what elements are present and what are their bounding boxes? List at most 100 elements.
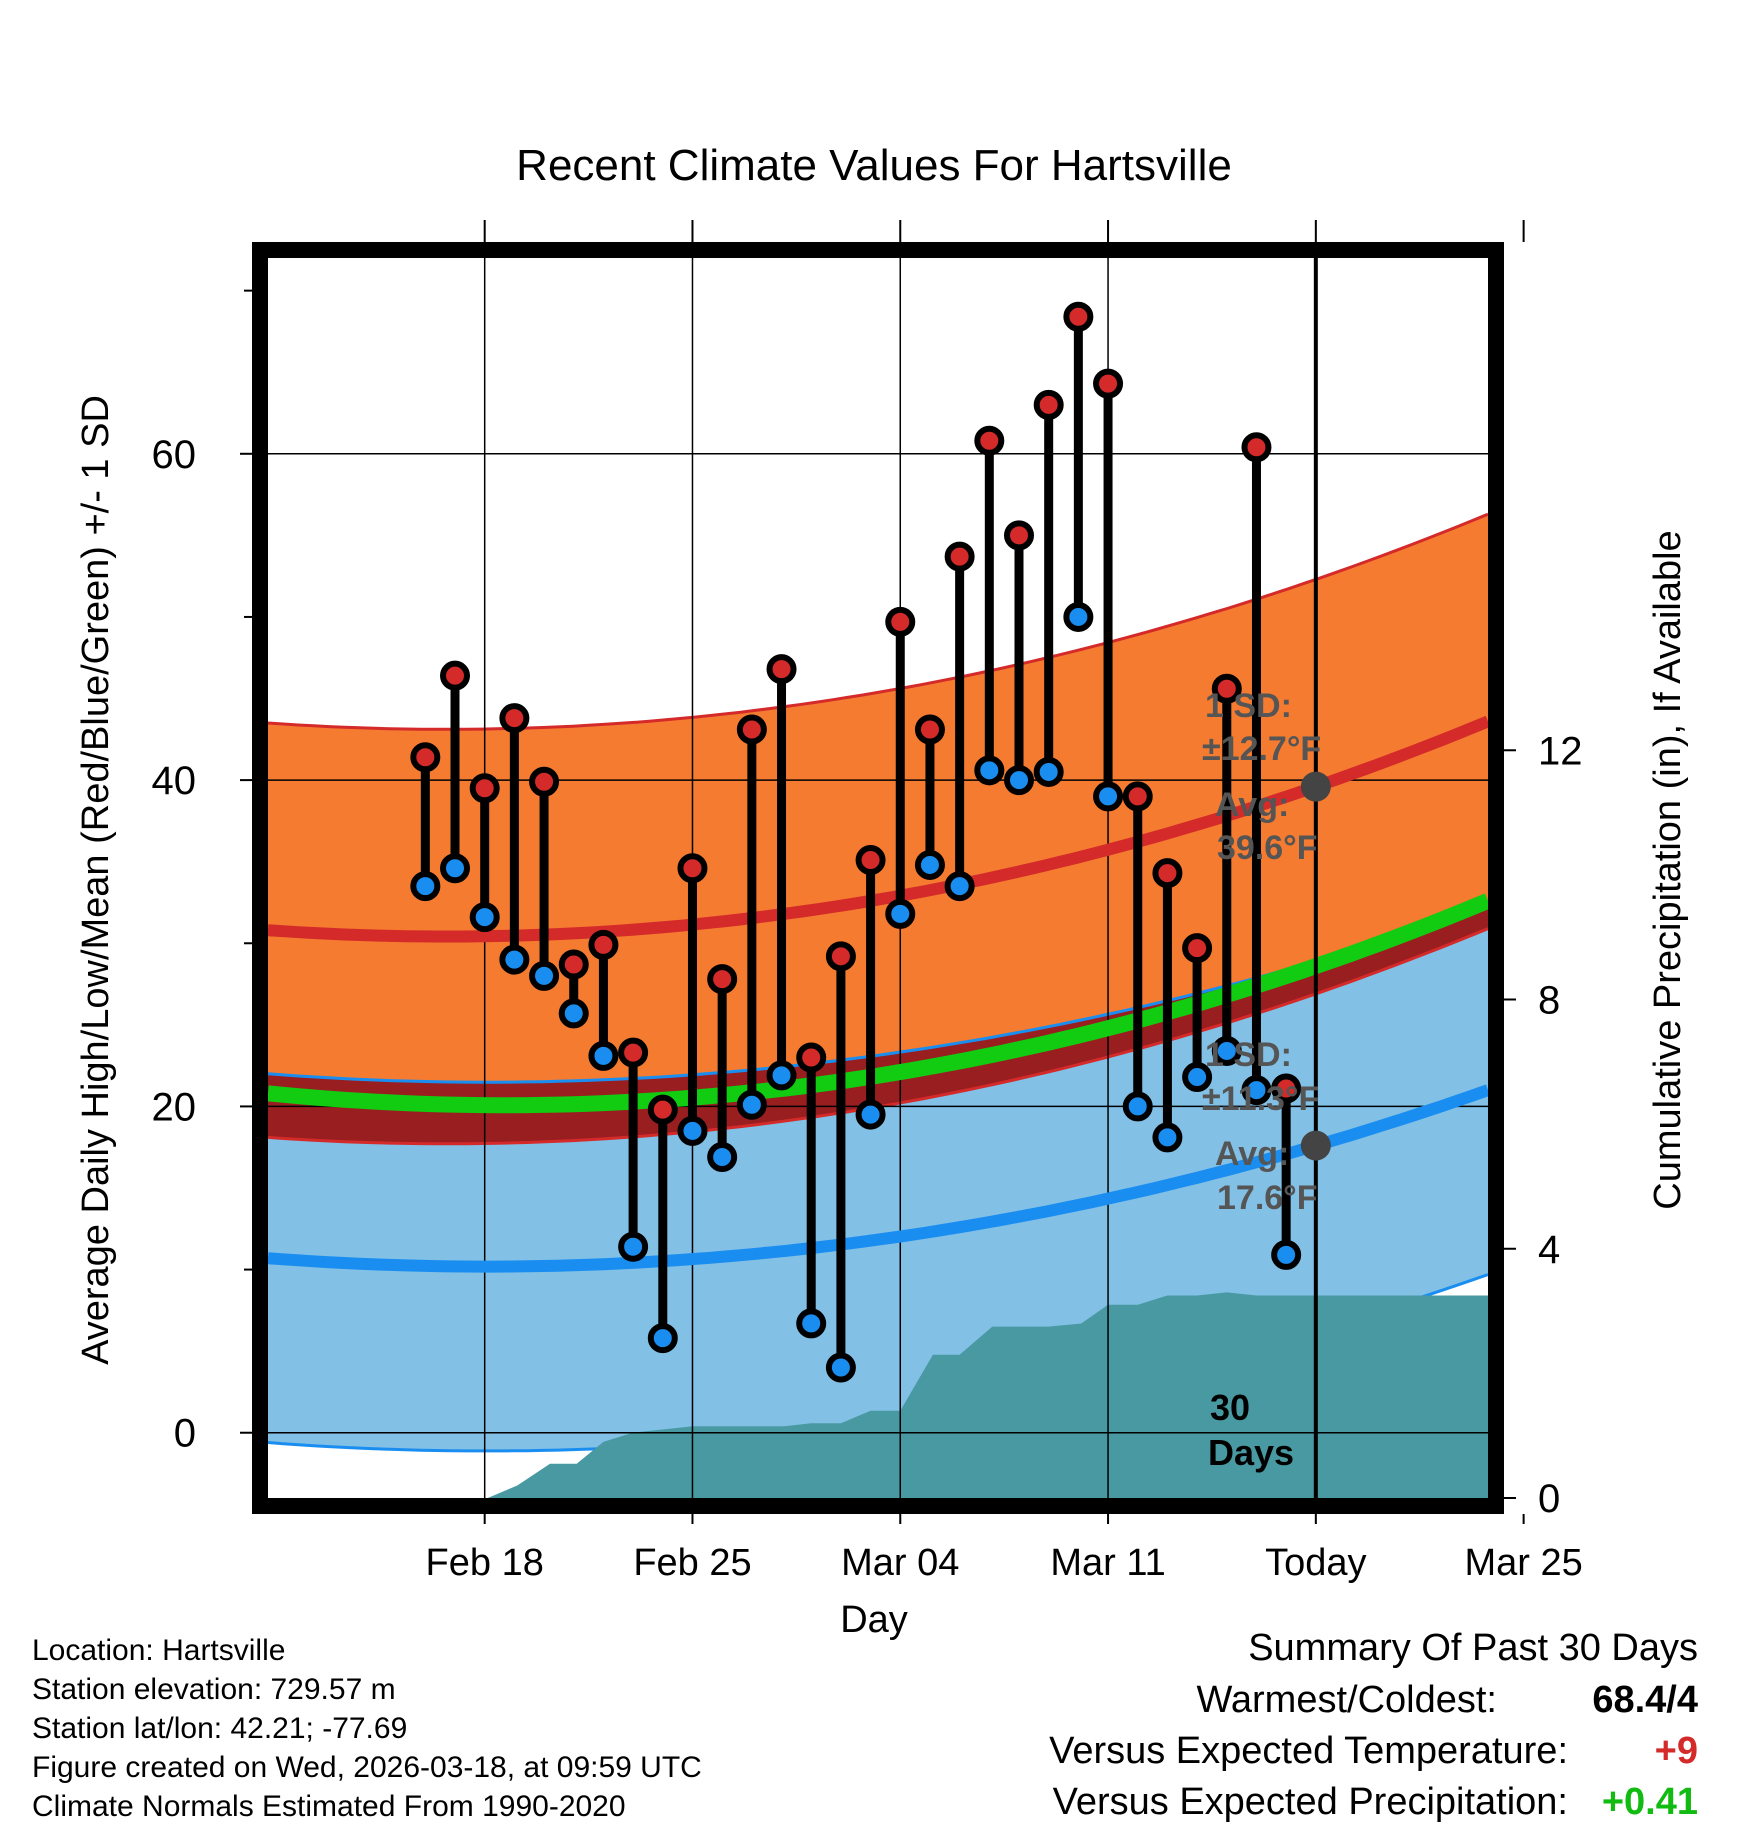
obs-low-dot <box>529 960 560 991</box>
obs-high-dot <box>855 845 886 876</box>
x-axis-label: Day <box>840 1599 908 1641</box>
x-tick-label: Mar 25 <box>1464 1542 1582 1584</box>
obs-high-dot <box>914 714 945 745</box>
obs-low-dot <box>766 1060 797 1091</box>
obs-low-dot <box>707 1142 738 1172</box>
high-sd-value: ±12.7°F <box>1202 730 1321 768</box>
obs-high-dot <box>1122 781 1153 812</box>
y2-tick-label: 12 <box>1538 729 1583 773</box>
obs-high-dot <box>410 742 441 773</box>
obs-low-dot <box>974 755 1005 786</box>
obs-high-dot <box>885 606 916 637</box>
obs-high-dot <box>974 425 1005 456</box>
y-axis-label: Average Daily High/Low/Mean (Red/Blue/Gr… <box>75 395 117 1365</box>
obs-low-dot <box>588 1040 619 1071</box>
obs-low-dot <box>825 1352 856 1383</box>
x-tick-label: Feb 25 <box>633 1542 751 1584</box>
obs-low-dot <box>647 1323 678 1354</box>
x-tick-label: Mar 04 <box>841 1542 959 1584</box>
obs-low-dot <box>558 998 589 1029</box>
high-normal-line <box>268 715 1488 943</box>
high-avg-label: Avg: <box>1215 786 1289 824</box>
y-tick-label: 40 <box>152 759 197 803</box>
obs-high-dot <box>588 929 619 960</box>
footer-normals: Climate Normals Estimated From 1990-2020 <box>32 1790 626 1823</box>
obs-low-dot <box>1093 781 1124 812</box>
obs-low-dot <box>1033 756 1064 787</box>
obs-high-dot <box>766 654 797 685</box>
obs-high-dot <box>1241 432 1272 463</box>
obs-high-dot <box>1182 933 1213 964</box>
footer-location: Location: Hartsville <box>32 1634 285 1667</box>
obs-low-dot <box>1122 1091 1153 1122</box>
obs-low-dot <box>499 944 530 975</box>
obs-low-dot <box>944 871 975 902</box>
low-sd-label: 1 SD: <box>1205 1036 1292 1074</box>
obs-low-dot <box>1063 601 1094 632</box>
chart-title: Recent Climate Values For Hartsville <box>516 141 1232 190</box>
obs-high-dot <box>1033 389 1064 420</box>
x-axis: Feb 18 Feb 25 Mar 04 Mar 11 Today Mar 25 <box>426 220 1583 1584</box>
low-avg-label: Avg: <box>1215 1135 1289 1173</box>
obs-high-dot <box>529 766 560 797</box>
obs-low-dot <box>796 1308 827 1339</box>
summary-precip-label: Versus Expected Precipitation: <box>1053 1781 1568 1823</box>
today-low-avg-dot <box>1300 1130 1331 1161</box>
high-avg-value: 39.6°F <box>1217 829 1318 867</box>
high-annotation: 1 SD: ±12.7°F Avg: 39.6°F <box>1202 687 1321 867</box>
today-avg-markers <box>1300 771 1331 1161</box>
obs-low-dot <box>1182 1062 1213 1093</box>
x-tick-label: Today <box>1265 1542 1366 1584</box>
high-sd-upper-edge <box>268 512 1488 731</box>
obs-high-dot <box>677 853 708 884</box>
obs-high-dot <box>440 660 471 691</box>
mean-normal-line <box>268 893 1488 1114</box>
obs-high-dot <box>1271 1073 1302 1104</box>
precipitation-area <box>487 1292 1488 1498</box>
obs-low-dot <box>1152 1122 1183 1153</box>
obs-high-dot <box>1211 673 1242 704</box>
obs-low-dot <box>469 902 500 933</box>
station-info: Location: Hartsville Station elevation: … <box>32 1634 702 1823</box>
daily-observations <box>410 301 1302 1383</box>
obs-low-dot <box>1241 1075 1272 1106</box>
y-tick-label: 0 <box>174 1412 196 1456</box>
summary-title: Summary Of Past 30 Days <box>1248 1627 1698 1669</box>
y2-axis-label: Cumulative Precipitation (in), If Availa… <box>1647 530 1689 1209</box>
obs-high-dot <box>1003 520 1034 551</box>
y2-tick-label: 0 <box>1538 1477 1560 1521</box>
obs-low-dot <box>677 1115 708 1146</box>
days-count-label: 30 <box>1210 1387 1250 1428</box>
obs-low-dot <box>410 871 441 902</box>
x-tick-label: Feb 18 <box>426 1542 544 1584</box>
days-word-label: Days <box>1208 1432 1294 1473</box>
footer-created: Figure created on Wed, 2026-03-18, at 09… <box>32 1751 702 1784</box>
obs-high-dot <box>469 773 500 804</box>
low-sd-value: ±11.3°F <box>1202 1080 1319 1118</box>
summary-warm-cold-value: 68.4/4 <box>1592 1679 1698 1721</box>
high-sd-label: 1 SD: <box>1205 687 1292 725</box>
obs-low-dot <box>440 853 471 884</box>
obs-high-dot <box>1152 858 1183 889</box>
obs-high-dot <box>825 941 856 972</box>
obs-high-dot <box>618 1037 649 1068</box>
obs-high-dot <box>707 964 738 995</box>
footer-latlon: Station lat/lon: 42.21; -77.69 <box>32 1712 407 1745</box>
summary-box: Summary Of Past 30 Days Warmest/Coldest:… <box>1049 1627 1698 1823</box>
y-axis-right: 0 4 8 12 <box>1504 729 1583 1521</box>
footer-elevation: Station elevation: 729.57 m <box>32 1673 396 1706</box>
obs-high-dot <box>796 1042 827 1073</box>
obs-low-dot <box>1003 765 1034 796</box>
y-tick-label: 60 <box>152 433 197 477</box>
obs-high-dot <box>647 1094 678 1125</box>
low-annotation: 1 SD: ±11.3°F Avg: 17.6°F <box>1202 1036 1319 1217</box>
plot-frame <box>252 242 1504 1514</box>
obs-high-dot <box>736 714 767 745</box>
window-label: 30 Days <box>1208 1387 1294 1473</box>
summary-temp-label: Versus Expected Temperature: <box>1049 1730 1568 1772</box>
precip-area <box>487 1292 1488 1498</box>
x-tick-label: Mar 11 <box>1050 1542 1165 1584</box>
obs-high-dot <box>1063 301 1094 332</box>
obs-low-dot <box>1211 1035 1242 1066</box>
